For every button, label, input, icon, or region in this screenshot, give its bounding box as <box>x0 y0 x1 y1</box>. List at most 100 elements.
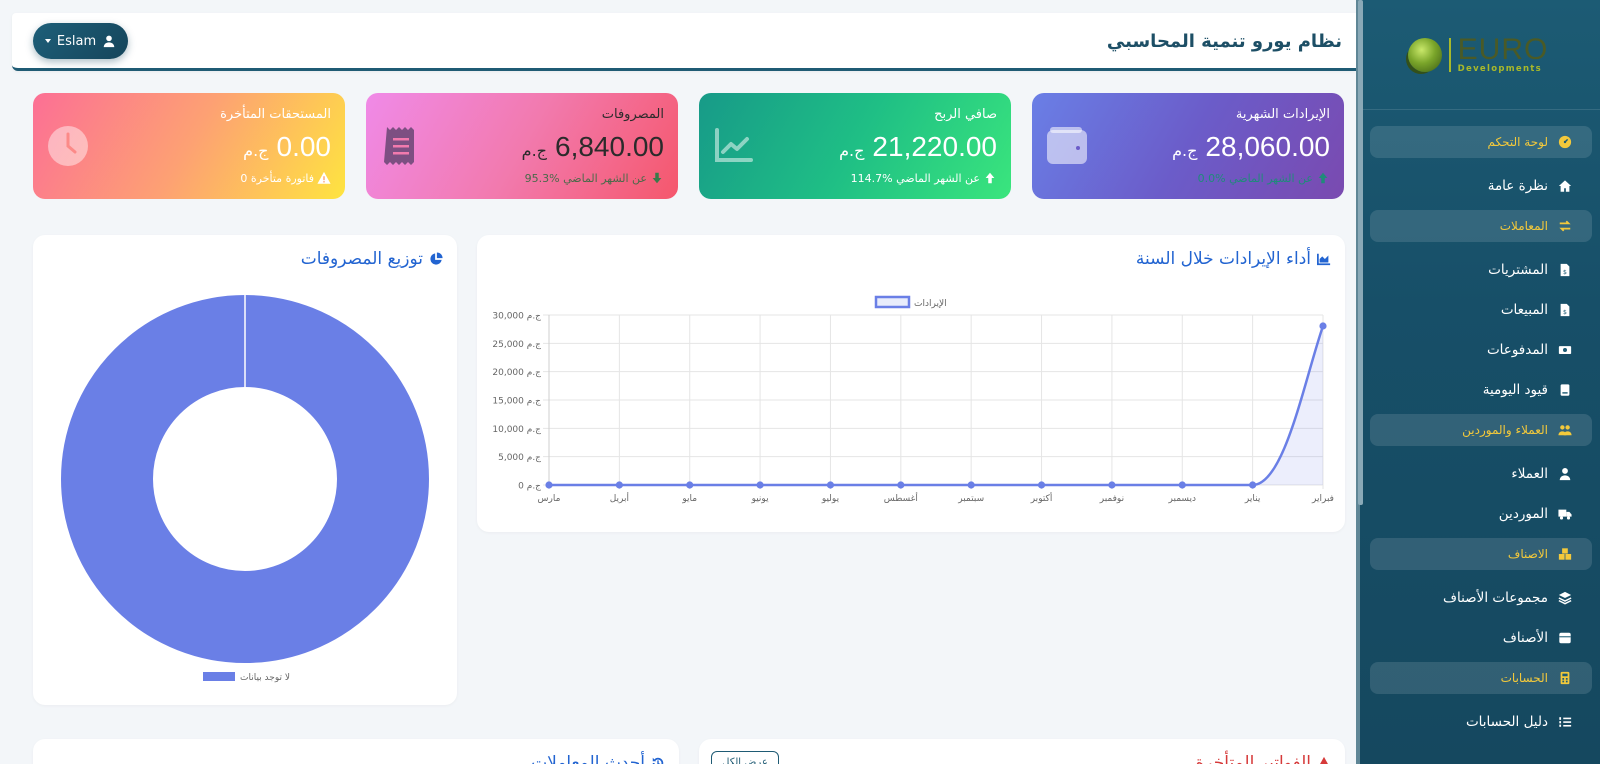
stat-value-row: ج.م 21,220.00 <box>839 131 997 163</box>
dashboard-icon <box>1558 135 1572 149</box>
sidebar: EURO Developments لوحة التحكم نظرة عامة ال… <box>1356 0 1600 764</box>
sidebar-section-13[interactable]: الحسابات <box>1370 662 1592 694</box>
expense-chart-title: توزيع المصروفات <box>300 249 423 269</box>
stat-title: المستحقات المتأخرة <box>220 107 331 122</box>
user-icon <box>102 34 116 48</box>
x-tick-label: يناير <box>1244 494 1261 504</box>
data-point[interactable] <box>1108 481 1116 489</box>
sidebar-item-5[interactable]: المدفوعات <box>1356 330 1600 370</box>
sidebar-item-1[interactable]: نظرة عامة <box>1356 166 1600 206</box>
recent-transactions-title: أحدث المعاملات <box>531 753 645 764</box>
sidebar-item-8[interactable]: العملاء <box>1356 454 1600 494</box>
sidebar-item-11[interactable]: مجموعات الأصناف <box>1356 578 1600 618</box>
stat-note-text: 0 فاتورة متأخرة <box>240 171 314 185</box>
stat-value: 28,060.00 <box>1205 131 1330 162</box>
caret-down-icon <box>44 39 51 43</box>
book-icon <box>1558 383 1572 397</box>
sidebar-item-4[interactable]: المبيعات $ <box>1356 290 1600 330</box>
y-tick-label: 0 ج.م <box>518 482 541 492</box>
warning-icon <box>317 171 331 185</box>
users-icon <box>1558 423 1572 437</box>
x-tick-label: أغسطس <box>884 492 918 504</box>
x-tick-label: يونيو <box>751 494 770 504</box>
legend-swatch <box>874 295 911 309</box>
chart-legend-label[interactable]: الإيرادات <box>914 299 947 309</box>
overdue-invoices-panel: الفواتير المتأخرة عرض الكل <box>699 739 1345 764</box>
y-tick-label: 10,000 ج.م <box>492 425 541 435</box>
sidebar-item-12[interactable]: الأصناف <box>1356 618 1600 658</box>
y-tick-label: 25,000 ج.م <box>492 340 541 350</box>
view-all-button[interactable]: عرض الكل <box>711 751 779 764</box>
stat-value-row: ج.م 6,840.00 <box>522 131 664 163</box>
user-menu-button[interactable]: Eslam <box>33 23 128 59</box>
sidebar-item-label: العملاء <box>1511 466 1548 482</box>
data-point[interactable] <box>967 481 975 489</box>
sidebar-section-0[interactable]: لوحة التحكم <box>1370 126 1592 158</box>
arrow-up-icon <box>983 171 997 185</box>
x-tick-label: ديسمبر <box>1168 494 1196 504</box>
data-point[interactable] <box>756 481 764 489</box>
y-tick-label: 15,000 ج.م <box>492 397 541 407</box>
sidebar-section-7[interactable]: العملاء والموردين <box>1370 414 1592 446</box>
sidebar-item-9[interactable]: الموردين <box>1356 494 1600 534</box>
warning-icon <box>1317 756 1331 764</box>
sidebar-nav: لوحة التحكم نظرة عامة المعاملات المشتريات $ ا… <box>1356 110 1600 742</box>
layers-icon <box>1558 591 1572 605</box>
stat-card-profit: صافي الربح ج.م 21,220.00 114.7% عن الشهر… <box>699 93 1011 199</box>
sidebar-item-6[interactable]: قيود اليومية <box>1356 370 1600 410</box>
stat-title: صافي الربح <box>934 107 997 122</box>
history-icon <box>651 756 665 764</box>
calculator-icon <box>1558 671 1572 685</box>
panel-title: الفواتير المتأخرة <box>1196 753 1332 764</box>
recent-transactions-panel: أحدث المعاملات <box>33 739 679 764</box>
sidebar-item-3[interactable]: المشتريات $ <box>1356 250 1600 290</box>
data-point[interactable] <box>545 481 553 489</box>
data-point[interactable] <box>615 481 623 489</box>
stat-note: 0.0% عن الشهر الماضي <box>1198 171 1330 185</box>
sidebar-section-2[interactable]: المعاملات <box>1370 210 1592 242</box>
sidebar-item-label: الموردين <box>1498 506 1548 522</box>
stat-note: 95.3% عن الشهر الماضي <box>525 171 664 185</box>
stat-note: 114.7% عن الشهر الماضي <box>851 171 997 185</box>
arrow-up-icon <box>1316 171 1330 185</box>
x-tick-label: سبتمبر <box>957 494 984 504</box>
sidebar-item-label: المدفوعات <box>1486 342 1548 358</box>
exchange-icon <box>1558 219 1572 233</box>
data-point[interactable] <box>826 481 835 489</box>
revenue-chart-title: أداء الإيرادات خلال السنة <box>1135 249 1311 269</box>
list-ol-icon <box>1558 715 1572 729</box>
sidebar-item-14[interactable]: دليل الحسابات <box>1356 702 1600 742</box>
chart-area-icon <box>1317 252 1331 266</box>
logo-divider <box>1448 37 1451 72</box>
y-tick-label: 5,000 ج.م <box>498 453 541 463</box>
data-point[interactable] <box>1178 481 1186 489</box>
sidebar-section-10[interactable]: الاصناف <box>1370 538 1592 570</box>
expense-chart-panel: توزيع المصروفات لا توجد بيانات <box>33 235 457 705</box>
receipt-icon <box>380 125 422 167</box>
data-point[interactable] <box>1249 481 1257 489</box>
page-scrollbar[interactable] <box>1358 0 1363 505</box>
data-point[interactable] <box>686 481 694 489</box>
panel-title: توزيع المصروفات <box>301 249 443 269</box>
stat-note-text: 95.3% عن الشهر الماضي <box>524 171 647 185</box>
user-tie-icon <box>1558 467 1572 481</box>
y-tick-label: 30,000 ج.م <box>492 312 541 322</box>
stat-title: المصروفات <box>601 107 664 122</box>
expense-donut-chart[interactable]: لا توجد بيانات <box>33 235 457 705</box>
currency-label: ج.م <box>243 141 269 160</box>
data-point[interactable] <box>1319 322 1327 330</box>
revenue-line-chart[interactable]: 0 ج.م 5,000 ج.م 10,000 ج.م 15,000 ج.م 20,000… <box>477 235 1345 532</box>
home-icon <box>1558 179 1572 193</box>
money-bill-icon <box>1558 343 1572 357</box>
data-point[interactable] <box>1037 481 1046 489</box>
logo-sub: Developments <box>1457 64 1543 75</box>
sidebar-item-label: الأصناف <box>1502 630 1548 646</box>
currency-label: ج.م <box>521 141 547 160</box>
sidebar-item-label: المشتريات <box>1488 262 1548 278</box>
x-tick-label: يوليو <box>821 494 840 504</box>
arrow-down-icon <box>650 171 664 185</box>
data-point[interactable] <box>897 481 905 489</box>
globe-logo-icon <box>1407 37 1442 72</box>
logo[interactable]: EURO Developments <box>1356 0 1600 110</box>
chart-pie-icon <box>429 252 443 266</box>
